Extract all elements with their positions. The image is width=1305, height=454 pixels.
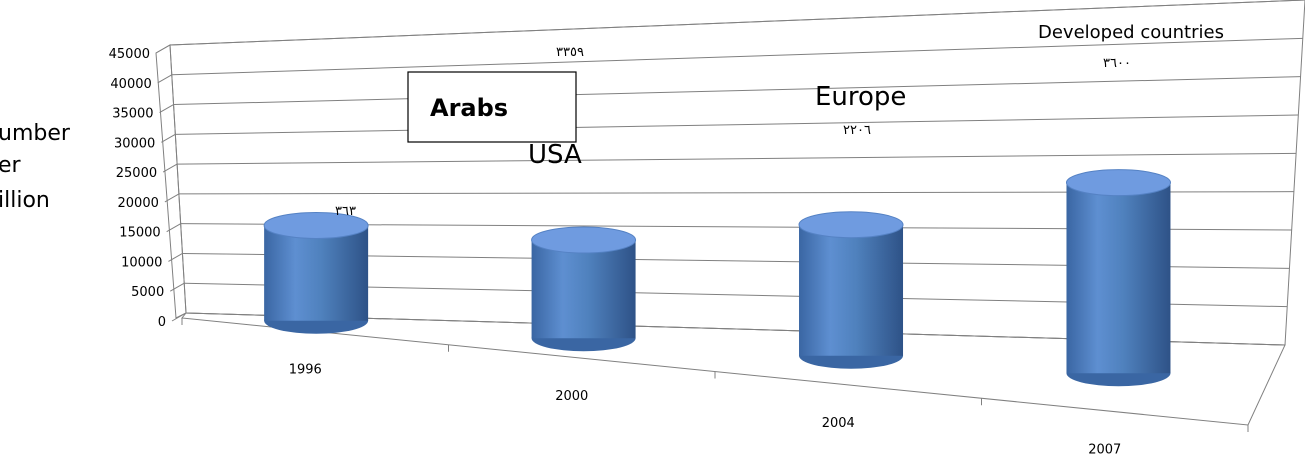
bar — [1065, 169, 1171, 387]
bar — [263, 211, 369, 334]
y-tick-label: 45000 — [109, 47, 150, 62]
y-tick-label: 30000 — [114, 136, 155, 151]
gridline — [173, 76, 1301, 106]
y-tick-label: 5000 — [131, 285, 164, 300]
y-tick-labels: 0 5000 10000 15000 20000 25000 30000 35000 40000… — [109, 47, 166, 330]
value-label-developed: ٣٦٠٠ — [1103, 56, 1131, 71]
y-tick-label: 25000 — [116, 166, 157, 181]
bar — [798, 211, 904, 369]
y-tick-label: 20000 — [118, 196, 159, 211]
bar-body — [531, 239, 636, 339]
developed-countries-label: Developed countries — [1038, 22, 1224, 43]
gridline — [175, 114, 1299, 135]
bar-top — [1065, 169, 1171, 197]
side-gridline — [164, 193, 180, 203]
side-gridline — [161, 133, 176, 143]
bar-body — [799, 224, 904, 356]
value-label-usa: ٣٣٥٩ — [556, 45, 584, 60]
x-tick-label: 1996 — [289, 362, 322, 377]
side-gridline — [166, 223, 181, 233]
value-label-arabs: ٣٦٣ — [335, 204, 356, 219]
x-tick-labels: 1996 2000 2004 2007 — [289, 362, 1122, 454]
side-gridline — [168, 253, 183, 262]
y-tick-label: 10000 — [121, 255, 162, 270]
bar-top — [263, 211, 369, 239]
value-label-europe: ٢٢٠٦ — [843, 123, 871, 138]
side-gridline — [171, 312, 187, 322]
side-gridline — [162, 163, 178, 173]
x-tick-label: 2007 — [1088, 443, 1121, 454]
arabs-label: Arabs — [430, 94, 508, 122]
x-tick-label: 2004 — [822, 416, 855, 431]
y-tick-label: 40000 — [110, 77, 151, 92]
side-gridline — [159, 104, 174, 113]
bar-body — [264, 225, 369, 321]
gridline — [171, 37, 1303, 76]
arabs-label-box — [407, 71, 577, 143]
gridline — [169, 0, 1305, 46]
side-gridline — [169, 282, 185, 292]
y-axis-label-line-2: er — [0, 153, 22, 178]
bar-top — [531, 226, 637, 254]
usa-label: USA — [528, 140, 582, 170]
y-tick-label: 15000 — [119, 226, 160, 241]
bar — [531, 226, 637, 352]
bar-top — [798, 211, 904, 239]
side-gridline — [157, 74, 173, 84]
side-wall — [155, 44, 187, 319]
side-gridline — [155, 44, 171, 54]
x-tick-label: 2000 — [555, 389, 588, 404]
bars — [263, 169, 1171, 387]
y-tick-label: 0 — [158, 315, 166, 330]
y-axis-label-line-1: umber — [0, 121, 71, 146]
europe-label: Europe — [815, 82, 906, 112]
bar-body — [1066, 182, 1171, 374]
y-axis-label-line-3: illion — [0, 188, 50, 213]
y-tick-label: 35000 — [112, 107, 153, 122]
gridline — [177, 152, 1297, 165]
